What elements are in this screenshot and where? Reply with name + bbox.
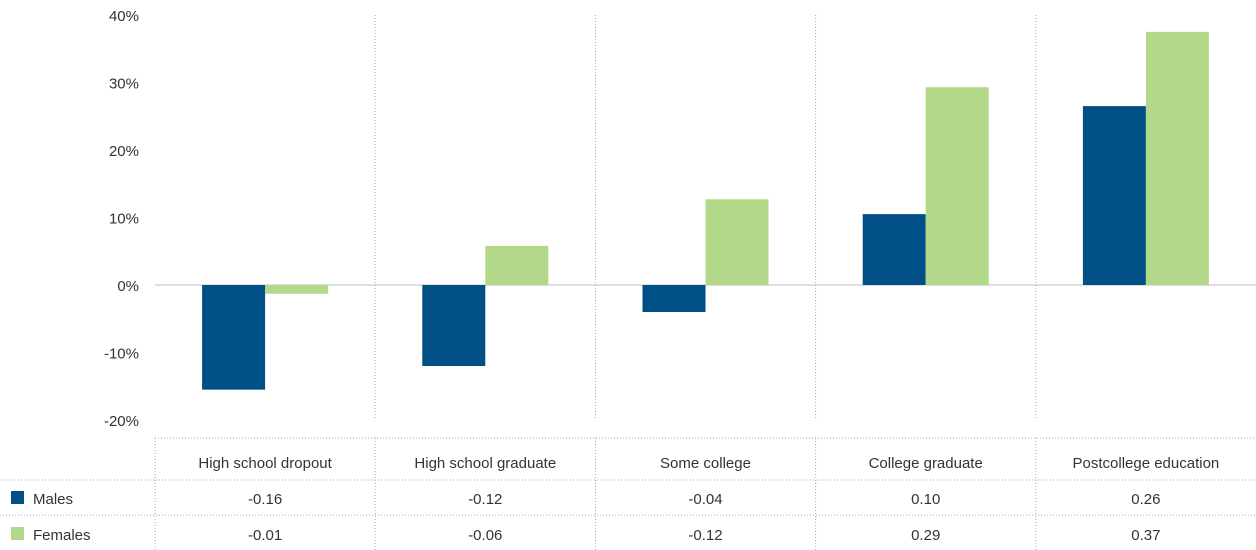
data-label: -0.12 — [688, 527, 722, 544]
bar-females — [1145, 31, 1209, 285]
y-tick-label: 0% — [117, 278, 139, 295]
y-tick-label: 40% — [109, 8, 139, 25]
bar-females — [925, 87, 989, 285]
data-label: 0.26 — [1131, 491, 1160, 508]
bars — [202, 31, 1209, 390]
legend-swatch-females — [11, 527, 24, 540]
y-tick-label: 30% — [109, 76, 139, 93]
x-tick-label: College graduate — [869, 455, 983, 472]
bar-males — [642, 285, 706, 312]
data-label: 0.10 — [911, 491, 940, 508]
bar-females — [705, 199, 769, 285]
x-tick-label: High school graduate — [414, 455, 556, 472]
bar-males — [862, 214, 926, 285]
y-tick-label: 10% — [109, 211, 139, 228]
legend-swatch-males — [11, 491, 24, 504]
data-label: 0.29 — [911, 527, 940, 544]
x-tick-label: High school dropout — [198, 455, 332, 472]
x-tick-label: Postcollege education — [1073, 455, 1220, 472]
data-label: -0.04 — [688, 491, 722, 508]
y-tick-label: -20% — [104, 413, 139, 430]
y-tick-label: 20% — [109, 143, 139, 160]
bar-males — [422, 285, 486, 366]
legend-label-males: Males — [33, 491, 73, 508]
data-label: -0.01 — [248, 527, 282, 544]
y-axis: 40% 30% 20% 10% 0% -10% -20% — [104, 8, 139, 430]
bar-females — [265, 285, 329, 294]
data-label: -0.06 — [468, 527, 502, 544]
bar-females — [485, 245, 549, 285]
data-label: 0.37 — [1131, 527, 1160, 544]
bar-males — [1082, 106, 1146, 285]
legend-label-females: Females — [33, 527, 91, 544]
x-tick-label: Some college — [660, 455, 751, 472]
bar-males — [202, 285, 266, 390]
data-table: High school dropout High school graduate S… — [0, 437, 1256, 550]
data-label: -0.16 — [248, 491, 282, 508]
y-tick-label: -10% — [104, 346, 139, 363]
data-label: -0.12 — [468, 491, 502, 508]
